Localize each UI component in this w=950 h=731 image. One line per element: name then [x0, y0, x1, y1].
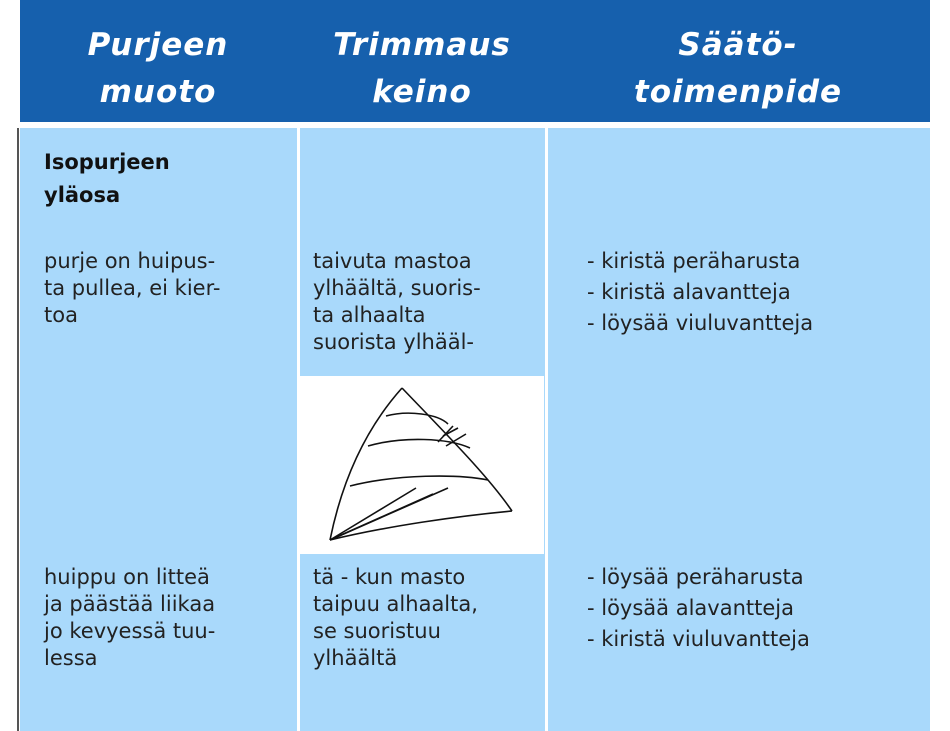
column-bg — [20, 128, 297, 731]
cell-text: - löysää peräharusta — [587, 565, 804, 589]
cell-text: - kiristä peräharusta — [587, 249, 801, 273]
header-text: muoto — [99, 74, 217, 110]
section-title: Isopurjeen — [44, 150, 170, 174]
cell-text: - löysää viuluvantteja — [587, 311, 814, 335]
cell-text: jo kevyessä tuu- — [44, 619, 216, 643]
cell-text: taipuu alhaalta, — [313, 592, 478, 616]
cell-text: - kiristä viuluvantteja — [587, 627, 810, 651]
cell-text: - kiristä alavantteja — [587, 280, 791, 304]
header-text: toimenpide — [633, 74, 843, 110]
cell-text: se suoristuu — [313, 619, 441, 643]
cell-text: lessa — [44, 646, 98, 670]
cell-text: taivuta mastoa — [313, 249, 472, 273]
column-bg — [548, 128, 930, 731]
cell-text: ja päästää liikaa — [44, 592, 216, 616]
cell-text: suorista ylhääl- — [313, 330, 475, 354]
cell-text: ta pullea, ei kier- — [44, 276, 221, 300]
sail-sketch — [298, 376, 544, 554]
cell-text: ta alhaalta — [313, 303, 426, 327]
cell-text: ylhäältä, suoris- — [313, 276, 481, 300]
header-bar — [20, 0, 930, 122]
header-text: keino — [372, 74, 472, 110]
cell-text: toa — [44, 303, 78, 327]
cell-text: ylhäältä — [313, 646, 398, 670]
cell-text: - löysää alavantteja — [587, 596, 794, 620]
cell-text: huippu on litteä — [44, 565, 210, 589]
header-text: Säätö- — [678, 27, 798, 63]
left-border — [17, 128, 19, 731]
header-text: Trimmaus — [333, 27, 511, 63]
header-text: Purjeen — [87, 27, 229, 63]
section-title: yläosa — [44, 183, 121, 207]
cell-text: tä - kun masto — [313, 565, 466, 589]
cell-text: purje on huipus- — [44, 249, 216, 273]
